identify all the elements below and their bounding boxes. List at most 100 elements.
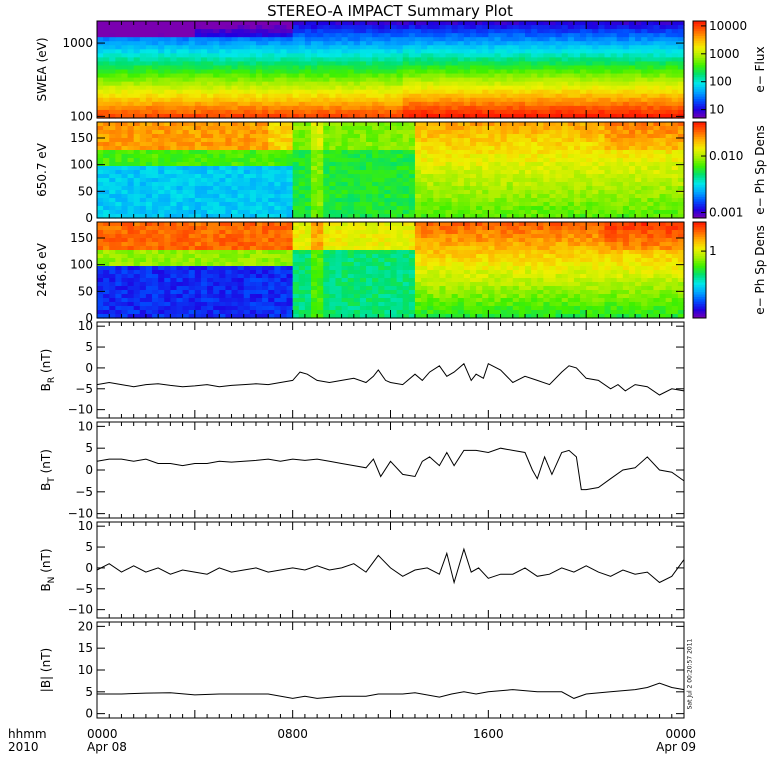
swea-heatmap-cell: [605, 78, 612, 83]
pad650-heatmap-cell: [213, 130, 220, 135]
pad650-heatmap-cell: [207, 166, 214, 171]
pad650-heatmap-cell: [170, 206, 177, 211]
pad650-heatmap-cell: [494, 126, 501, 131]
pad650-heatmap-cell: [274, 162, 281, 167]
swea-heatmap-cell: [140, 82, 147, 87]
pad650-heatmap-cell: [201, 154, 208, 159]
pad650-heatmap-cell: [329, 142, 336, 147]
swea-heatmap-cell: [335, 29, 342, 34]
pad650-heatmap-cell: [219, 198, 226, 203]
pad650-heatmap-cell: [494, 130, 501, 135]
pad650-heatmap-cell: [360, 186, 367, 191]
swea-heatmap-cell: [146, 57, 153, 62]
pad650-heatmap-cell: [213, 126, 220, 131]
pad650-heatmap-cell: [641, 130, 648, 135]
pad650-heatmap-cell: [617, 206, 624, 211]
swea-heatmap-cell: [562, 94, 569, 99]
swea-heatmap-cell: [464, 90, 471, 95]
swea-heatmap-cell: [647, 70, 654, 75]
swea-heatmap-cell: [617, 49, 624, 54]
swea-heatmap-cell: [574, 45, 581, 50]
pad650-heatmap-cell: [653, 154, 660, 159]
pad650-heatmap-cell: [452, 206, 459, 211]
swea-heatmap-cell: [488, 45, 495, 50]
pad650-heatmap-cell: [653, 186, 660, 191]
pad650-heatmap-cell: [342, 174, 349, 179]
swea-heatmap-cell: [598, 110, 605, 115]
pad650-heatmap-cell: [415, 146, 422, 151]
swea-heatmap-cell: [256, 110, 263, 115]
swea-heatmap-cell: [574, 86, 581, 91]
pad650-heatmap-cell: [207, 206, 214, 211]
swea-heatmap-cell: [201, 106, 208, 111]
pad650-heatmap-cell: [586, 210, 593, 215]
swea-heatmap-cell: [176, 49, 183, 54]
swea-heatmap-cell: [568, 25, 575, 30]
swea-heatmap-cell: [372, 37, 379, 42]
pad650-heatmap-cell: [207, 178, 214, 183]
pad650-heatmap-cell: [635, 182, 642, 187]
swea-heatmap-cell: [176, 102, 183, 107]
pad650-heatmap-cell: [250, 170, 257, 175]
pad650-heatmap-cell: [372, 182, 379, 187]
pad650-heatmap-cell: [152, 210, 159, 215]
pad650-heatmap-cell: [152, 190, 159, 195]
pad650-heatmap-cell: [543, 166, 550, 171]
pad650-heatmap-cell: [421, 126, 428, 131]
pad650-heatmap-cell: [250, 182, 257, 187]
pad650-heatmap-cell: [605, 146, 612, 151]
swea-heatmap-cell: [556, 86, 563, 91]
swea-heatmap-cell: [421, 41, 428, 46]
pad650-heatmap-cell: [287, 158, 294, 163]
swea-heatmap-cell: [623, 25, 630, 30]
swea-heatmap-cell: [641, 37, 648, 42]
swea-heatmap-cell: [140, 45, 147, 50]
pad650-heatmap-cell: [323, 178, 330, 183]
swea-heatmap-cell: [525, 29, 532, 34]
swea-heatmap-cell: [647, 49, 654, 54]
pad650-heatmap-cell: [458, 158, 465, 163]
pad650-heatmap-cell: [452, 182, 459, 187]
swea-heatmap-cell: [543, 78, 550, 83]
swea-heatmap-cell: [623, 65, 630, 70]
swea-heatmap-cell: [592, 102, 599, 107]
swea-heatmap-cell: [372, 70, 379, 75]
swea-heatmap-cell: [397, 61, 404, 66]
pad650-heatmap-cell: [183, 142, 190, 147]
pad650-heatmap-cell: [170, 210, 177, 215]
swea-heatmap-cell: [195, 74, 202, 79]
pad650-heatmap-cell: [421, 194, 428, 199]
pad650-heatmap-cell: [501, 138, 508, 143]
swea-heatmap-cell: [384, 70, 391, 75]
swea-heatmap-cell: [660, 94, 667, 99]
swea-heatmap-cell: [519, 70, 526, 75]
pad650-heatmap-cell: [623, 162, 630, 167]
swea-heatmap-cell: [189, 106, 196, 111]
swea-heatmap-cell: [653, 86, 660, 91]
pad650-heatmap-cell: [238, 210, 245, 215]
pad650-heatmap-cell: [238, 198, 245, 203]
swea-heatmap-cell: [189, 53, 196, 58]
pad650-heatmap-cell: [305, 194, 312, 199]
pad650-heatmap-cell: [446, 210, 453, 215]
pad650-heatmap-cell: [433, 198, 440, 203]
pad650-heatmap-cell: [158, 158, 165, 163]
swea-heatmap-cell: [360, 29, 367, 34]
swea-heatmap-cell: [397, 25, 404, 30]
swea-heatmap-cell: [238, 61, 245, 66]
pad650-heatmap-cell: [635, 174, 642, 179]
pad650-heatmap-cell: [672, 186, 679, 191]
pad650-heatmap-cell: [219, 194, 226, 199]
pad650-heatmap-cell: [170, 194, 177, 199]
swea-heatmap-cell: [97, 94, 104, 99]
pad650-heatmap-cell: [647, 158, 654, 163]
pad650-heatmap-cell: [531, 210, 538, 215]
pad650-heatmap-cell: [164, 206, 171, 211]
pad650-heatmap-cell: [464, 202, 471, 207]
pad650-heatmap-cell: [537, 202, 544, 207]
swea-heatmap-cell: [409, 57, 416, 62]
swea-heatmap-cell: [537, 86, 544, 91]
pad650-heatmap-cell: [244, 202, 251, 207]
swea-heatmap-cell: [519, 106, 526, 111]
pad650-heatmap-cell: [647, 190, 654, 195]
